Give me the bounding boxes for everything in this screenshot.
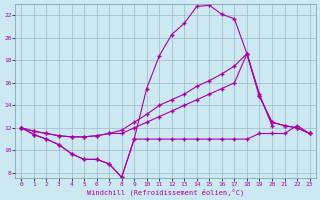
- X-axis label: Windchill (Refroidissement éolien,°C): Windchill (Refroidissement éolien,°C): [87, 188, 244, 196]
